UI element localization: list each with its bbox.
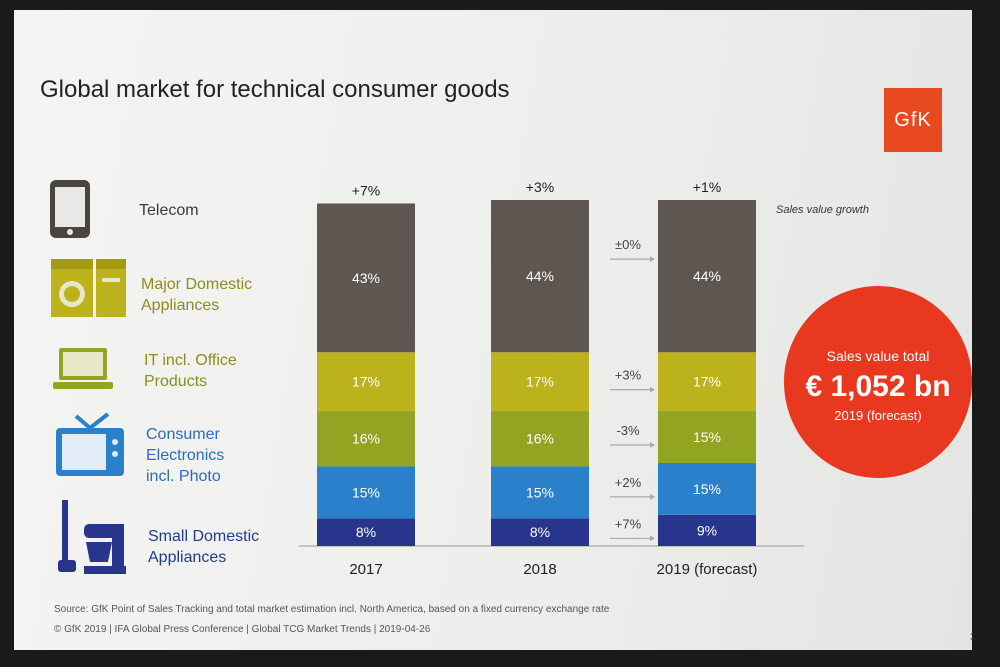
- category-label-major-domestic-text: Major Domestic Appliances: [141, 276, 253, 314]
- bar-segment: [317, 466, 415, 519]
- growth-arrow-head: [650, 535, 655, 542]
- copyright-note: © GfK 2019 | IFA Global Press Conference…: [54, 624, 431, 635]
- category-label-telecom: Telecom: [139, 202, 199, 219]
- bar-segment: [658, 514, 756, 546]
- bar-value-label: 44%: [693, 268, 721, 284]
- slide: Global market for technical consumer goo…: [14, 10, 972, 650]
- growth-arrow-head: [650, 256, 655, 263]
- bar-value-label: 9%: [697, 522, 717, 538]
- bar-value-label: 15%: [693, 481, 721, 497]
- total-growth-label: +7%: [352, 182, 380, 198]
- segment-growth-label: +2%: [615, 475, 642, 490]
- sales-total-sub: 2019 (forecast): [834, 408, 922, 423]
- category-label-major-domestic: Major Domestic Appliances: [141, 274, 252, 316]
- bar-value-label: 8%: [530, 524, 550, 540]
- total-growth-label: +3%: [526, 179, 554, 195]
- bar-segment: [491, 411, 589, 467]
- washing-machine-icon: [51, 259, 126, 317]
- bar-value-label: 16%: [526, 431, 554, 447]
- total-growth-label: +1%: [693, 179, 721, 195]
- segment-growth-label: ±0%: [615, 237, 641, 252]
- bar-segment: [317, 203, 415, 353]
- bar-segment: [658, 462, 756, 515]
- category-label-it: IT incl. Office Products: [144, 350, 237, 392]
- source-note: Source: GfK Point of Sales Tracking and …: [54, 604, 610, 615]
- x-tick-label: 2017: [349, 561, 382, 578]
- segment-growth-label: +7%: [615, 516, 642, 531]
- category-label-sda-text: Small Domestic Appliances: [148, 528, 260, 566]
- bar-value-label: 8%: [356, 524, 376, 540]
- bar-segment: [317, 518, 415, 546]
- bar-segment: [491, 352, 589, 412]
- bar-value-label: 17%: [693, 374, 721, 390]
- x-tick-label: 2018: [523, 561, 556, 578]
- category-label-small-domestic: Small Domestic Appliances: [148, 526, 259, 568]
- bar-segment: [658, 200, 756, 353]
- stacked-bar-chart: 8% 15% 16% 17% 43% +7% 2017 8% 15% 16% 17% 44% +3% 20…: [299, 179, 804, 578]
- bar-value-label: 15%: [693, 429, 721, 445]
- bar-value-label: 16%: [352, 431, 380, 447]
- bar-segment: [317, 411, 415, 467]
- bar-value-label: 17%: [526, 374, 554, 390]
- segment-growth-label: +3%: [615, 368, 642, 383]
- vacuum-mixer-icon: [58, 500, 126, 574]
- segment-growth-label: -3%: [616, 423, 640, 438]
- bar-segment: [491, 200, 589, 353]
- sales-value-growth-note: Sales value growth: [776, 204, 869, 216]
- bar-segment: [491, 466, 589, 519]
- bar-segment: [317, 352, 415, 412]
- bar-value-label: 17%: [352, 374, 380, 390]
- category-label-ce-text: Consumer Electronics incl. Photo: [146, 426, 225, 485]
- smartphone-icon: [50, 180, 90, 238]
- slide-title: Global market for technical consumer goo…: [40, 76, 510, 103]
- laptop-icon: [53, 348, 113, 389]
- category-label-consumer-electronics: Consumer Electronics incl. Photo: [146, 424, 224, 487]
- x-tick-label: 2019 (forecast): [657, 561, 758, 578]
- bar-value-label: 15%: [352, 484, 380, 500]
- sales-total-value: € 1,052 bn: [805, 370, 951, 403]
- bar-value-label: 43%: [352, 270, 380, 286]
- bar-segment: [658, 411, 756, 463]
- sales-total-label: Sales value total: [826, 348, 930, 364]
- bar-value-label: 15%: [526, 484, 554, 500]
- bar-segment: [491, 518, 589, 546]
- tv-icon: [56, 412, 124, 476]
- sales-total-badge: Sales value total € 1,052 bn 2019 (forec…: [784, 286, 972, 478]
- gfk-logo: GfK: [884, 88, 942, 152]
- growth-arrow-head: [650, 493, 655, 500]
- bar-value-label: 44%: [526, 268, 554, 284]
- category-label-it-text: IT incl. Office Products: [144, 352, 237, 390]
- growth-arrow-head: [650, 386, 655, 393]
- bar-segment: [658, 352, 756, 412]
- growth-arrow-head: [650, 442, 655, 449]
- page-number: 3: [970, 632, 972, 643]
